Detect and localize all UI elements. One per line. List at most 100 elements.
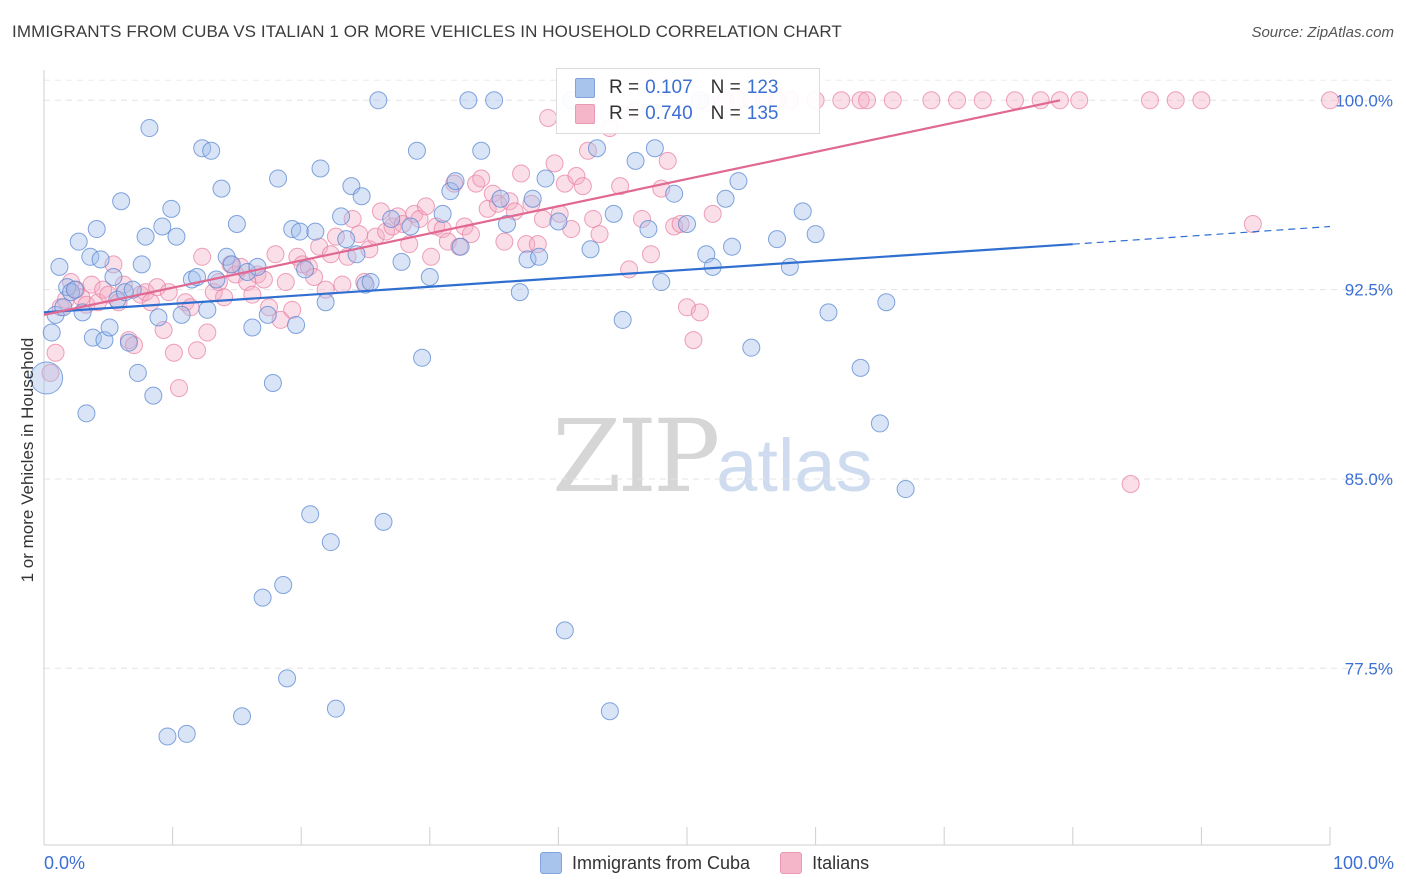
cuba-point <box>65 280 84 299</box>
cuba-point <box>112 192 131 211</box>
italians-point <box>215 288 234 307</box>
cuba-point <box>472 141 491 160</box>
italians-point <box>400 235 419 254</box>
cuba-point <box>100 318 119 337</box>
italians-point <box>305 268 324 287</box>
italians-point <box>141 293 160 312</box>
italians-point <box>1121 475 1140 494</box>
cuba-point <box>536 169 555 188</box>
cuba-point <box>600 702 619 721</box>
cuba-point <box>69 232 88 251</box>
italians-point <box>188 341 207 360</box>
legend-n-value: 135 <box>746 103 779 124</box>
cuba-point <box>158 727 177 746</box>
cuba-point <box>352 187 371 206</box>
stats-legend: R = 0.107 N = 123 R = 0.740 N = 135 <box>556 68 820 134</box>
y-tick-label: 77.5% <box>1345 659 1393 678</box>
italians-point <box>611 177 630 196</box>
cuba-point <box>613 310 632 329</box>
cuba-point <box>392 252 411 271</box>
cuba-point <box>87 220 106 239</box>
italians-point <box>125 336 144 355</box>
italians-point <box>533 209 552 228</box>
legend-swatch-italians <box>575 104 595 124</box>
cuba-point <box>136 227 155 246</box>
cuba-point <box>587 139 606 158</box>
cuba-point <box>306 222 325 241</box>
legend-n-label: N = <box>710 103 741 124</box>
italians-point <box>883 91 902 110</box>
cuba-point <box>50 257 69 276</box>
italians-point <box>948 91 967 110</box>
italians-point <box>512 164 531 183</box>
x-tick-label-max: 100.0% <box>1332 853 1394 873</box>
cuba-point <box>248 257 267 276</box>
series-label-cuba: Immigrants from Cuba <box>572 852 751 873</box>
italians-point <box>590 225 609 244</box>
cuba-trendline-extension <box>1072 225 1331 245</box>
italians-point <box>545 154 564 173</box>
cuba-point <box>729 172 748 191</box>
italians-point <box>495 232 514 251</box>
cuba-point <box>518 250 537 269</box>
italians-point <box>858 91 877 110</box>
series-legend-italians[interactable]: Italians <box>780 852 869 874</box>
legend-row-italians: R = 0.740 N = 135 <box>575 101 778 127</box>
legend-n-value: 123 <box>746 77 779 98</box>
cuba-point <box>639 220 658 239</box>
cuba-point <box>172 305 191 324</box>
cuba-point <box>290 222 309 241</box>
cuba-trendline <box>43 243 1073 314</box>
italians-point <box>832 91 851 110</box>
italians-point <box>333 275 352 294</box>
italians-point <box>41 363 60 382</box>
cuba-point <box>491 189 510 208</box>
italians-point <box>573 177 592 196</box>
italians-point <box>243 285 262 304</box>
cuba-point <box>123 280 142 299</box>
cuba-point <box>54 298 73 317</box>
italians-point <box>1243 214 1262 233</box>
italians-point <box>276 273 295 292</box>
italians-point <box>539 108 558 127</box>
cuba-point <box>202 141 221 160</box>
cuba-point <box>177 724 196 743</box>
italians-point <box>1321 91 1339 110</box>
cuba-point <box>851 358 870 377</box>
italians-point <box>94 280 113 299</box>
italians-point <box>383 217 402 236</box>
y-tick-label: 100.0% <box>1335 91 1393 110</box>
cuba-point <box>530 247 549 266</box>
italians-point <box>671 214 690 233</box>
cuba-point <box>128 363 147 382</box>
cuba-point <box>337 230 356 249</box>
legend-r-value: 0.740 <box>645 103 693 124</box>
cuba-point <box>296 260 315 279</box>
cuba-point <box>780 257 799 276</box>
x-tick-label-min: 0.0% <box>44 853 86 873</box>
cuba-point <box>896 480 915 499</box>
italians-point <box>1070 91 1089 110</box>
cuba-point <box>549 212 568 231</box>
italians-point <box>567 167 586 186</box>
legend-swatch-cuba <box>575 78 595 98</box>
y-axis-title: 1 or more Vehicles in Household <box>18 337 37 583</box>
series-legend-cuba[interactable]: Immigrants from Cuba <box>540 852 750 874</box>
cuba-point <box>665 184 684 203</box>
cuba-point <box>407 141 426 160</box>
cuba-point <box>510 283 529 302</box>
italians-point <box>82 275 101 294</box>
cuba-point <box>433 204 452 223</box>
italians-point <box>164 343 183 362</box>
cuba-point <box>42 323 61 342</box>
cuba-point <box>374 512 393 531</box>
cuba-point <box>678 214 696 233</box>
italians-point <box>658 151 677 170</box>
legend-n-label: N = <box>710 77 741 98</box>
italians-point <box>973 91 992 110</box>
italians-point <box>416 197 435 216</box>
cuba-point <box>604 204 623 223</box>
cuba-point <box>104 268 123 287</box>
y-tick-label: 92.5% <box>1345 281 1393 300</box>
italians-point <box>1192 91 1211 110</box>
